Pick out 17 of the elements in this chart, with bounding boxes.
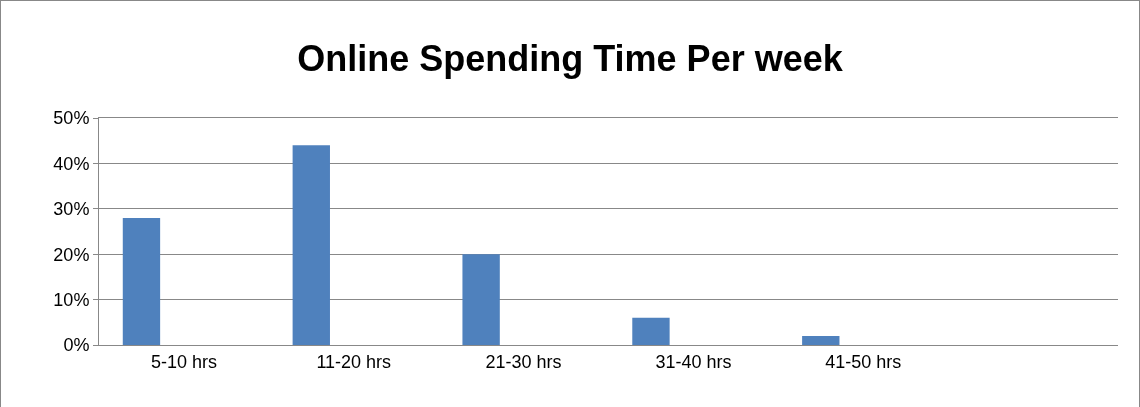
x-tick-label: 41-50 hrs bbox=[825, 351, 902, 372]
y-tick-label: 30% bbox=[53, 199, 90, 220]
x-tick-label: 5-10 hrs bbox=[150, 351, 217, 372]
bar bbox=[462, 254, 500, 345]
y-tick-label: 20% bbox=[53, 244, 90, 265]
bar bbox=[632, 317, 670, 345]
bar bbox=[122, 217, 161, 345]
x-tick-label: 31-40 hrs bbox=[655, 351, 732, 372]
y-tick-label: 0% bbox=[63, 335, 90, 356]
y-tick-label: 40% bbox=[53, 153, 90, 174]
x-tick-label: 11-20 hrs bbox=[316, 351, 392, 372]
y-tick-label: 50% bbox=[53, 108, 90, 129]
bar bbox=[292, 145, 330, 345]
y-tick-label: 10% bbox=[53, 289, 90, 310]
x-tick-label: 21-30 hrs bbox=[485, 351, 562, 372]
chart-title: Online Spending Time Per week bbox=[297, 37, 844, 79]
bar bbox=[802, 335, 840, 345]
